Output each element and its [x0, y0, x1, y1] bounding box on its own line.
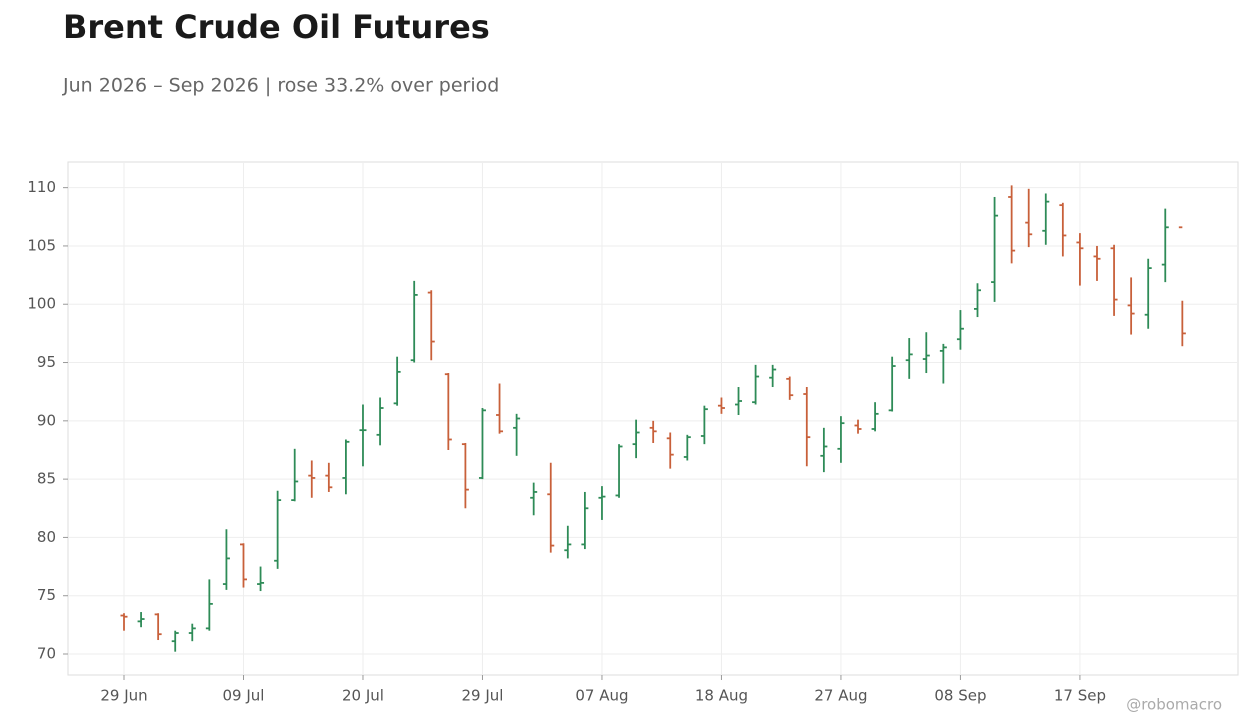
chart-title: Brent Crude Oil Futures [63, 8, 490, 46]
chart-subtitle: Jun 2026 – Sep 2026 | rose 33.2% over pe… [62, 75, 499, 97]
y-tick-label: 90 [37, 411, 56, 429]
y-tick-label: 105 [27, 236, 56, 254]
x-tick-label: 17 Sep [1054, 687, 1106, 705]
watermark: @robomacro [1126, 696, 1222, 714]
x-tick-label: 08 Sep [934, 687, 986, 705]
y-tick-label: 100 [27, 295, 56, 313]
x-tick-label: 29 Jul [461, 687, 503, 705]
y-tick-label: 80 [37, 528, 56, 546]
y-tick-label: 85 [37, 470, 56, 488]
y-tick-label: 95 [37, 353, 56, 371]
x-tick-label: 09 Jul [223, 687, 265, 705]
x-tick-label: 20 Jul [342, 687, 384, 705]
plot-frame [67, 161, 1239, 676]
y-tick-label: 75 [37, 586, 56, 604]
x-tick-label: 07 Aug [575, 687, 628, 705]
x-tick-label: 27 Aug [814, 687, 867, 705]
y-tick-label: 110 [27, 178, 56, 196]
y-tick-label: 70 [37, 645, 56, 663]
x-tick-label: 18 Aug [695, 687, 748, 705]
x-tick-label: 29 Jun [100, 687, 147, 705]
